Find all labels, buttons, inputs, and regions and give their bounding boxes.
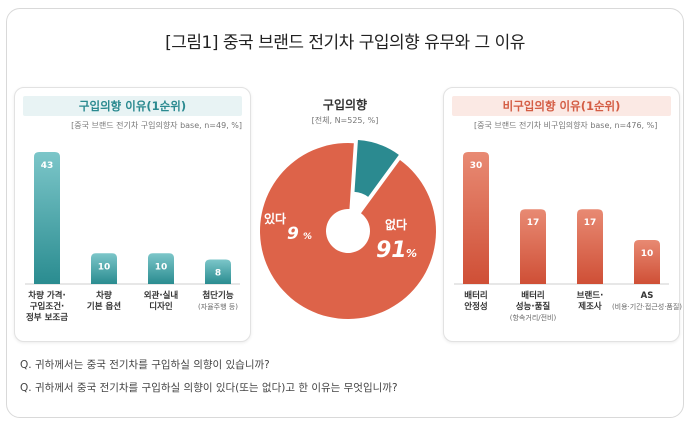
figure-title: [그림1] 중국 브랜드 전기차 구입의향 유무와 그 이유 xyxy=(165,33,525,53)
pie-subtitle: [전체, N=525, %] xyxy=(311,116,379,125)
purchase-reasons-value-label: 10 xyxy=(98,262,111,272)
non-purchase-reasons-subtitle: [중국 브랜드 전기차 비구입의향자 base, n=476, %] xyxy=(474,121,658,130)
question-2: Q. 귀하께서 중국 전기차를 구입하실 의향이 있다(또는 없다)고 한 이유… xyxy=(20,382,398,394)
purchase-reasons-category-label: 정부 보조금 xyxy=(26,312,68,323)
purchase-reasons-bar xyxy=(205,259,231,284)
survey-questions: Q. 귀하께서는 중국 전기차를 구입하실 의향이 있습니까? Q. 귀하께서 … xyxy=(20,357,398,403)
non-purchase-reasons-title: 비구입의향 이유(1순위) xyxy=(452,96,671,116)
purchase-intent-pie: 구입의향 [전체, N=525, %] 있다 9% 없다 91% xyxy=(245,96,445,336)
purchase-reasons-category-label: 차량 xyxy=(96,290,112,301)
pie-label-yes: 있다 xyxy=(264,211,286,226)
non-purchase-reasons-category-note: (비용·기간·접근성·품질) xyxy=(612,302,682,311)
pie-unit-no: % xyxy=(406,247,417,260)
pie-chart: 있다9 % 없다 91% xyxy=(260,140,436,319)
non-purchase-reasons-value-label: 17 xyxy=(527,218,540,228)
purchase-reasons-category-note: (자율주행 등) xyxy=(198,302,238,311)
non-purchase-reasons-category-label: 배터리 xyxy=(464,290,487,301)
pie-unit-yes: % xyxy=(303,232,312,242)
non-purchase-reasons-category-note: (항속거리/전비) xyxy=(510,313,557,322)
purchase-reasons-category-label: 기본 옵션 xyxy=(87,301,121,312)
non-purchase-reasons-bar xyxy=(463,152,489,284)
non-purchase-reasons-bar xyxy=(634,240,660,284)
non-purchase-reasons-value-label: 17 xyxy=(584,218,597,228)
non-purchase-reasons-category-label: 제조사 xyxy=(578,301,602,312)
purchase-reasons-category-label: 첨단기능 xyxy=(202,290,233,301)
pie-slice-yes xyxy=(354,140,399,197)
purchase-reasons-bar xyxy=(91,253,117,284)
purchase-reasons-subtitle: [중국 브랜드 전기차 구입의향자 base, n=49, %] xyxy=(71,121,242,130)
pie-title: 구입의향 xyxy=(322,98,368,112)
non-purchase-reasons-bar xyxy=(520,209,546,284)
pie-slice-no xyxy=(260,143,436,319)
non-purchase-reasons-panel: 비구입의향 이유(1순위) [중국 브랜드 전기차 비구입의향자 base, n… xyxy=(443,87,682,342)
purchase-reasons-title: 구입의향 이유(1순위) xyxy=(23,96,242,116)
question-1: Q. 귀하께서는 중국 전기차를 구입하실 의향이 있습니까? xyxy=(20,359,270,371)
purchase-reasons-category-label: 구입조건· xyxy=(30,301,65,312)
non-purchase-reasons-category-label: 브랜드· xyxy=(577,290,604,301)
purchase-reasons-value-label: 8 xyxy=(215,268,221,278)
purchase-reasons-category-label: 외관·실내 xyxy=(144,290,179,301)
purchase-reasons-bar xyxy=(34,152,60,284)
purchase-reasons-category-label: 디자인 xyxy=(149,301,173,312)
purchase-reasons-bar xyxy=(148,253,174,284)
purchase-reasons-value-label: 10 xyxy=(155,262,168,272)
non-purchase-reasons-bar xyxy=(577,209,603,284)
non-purchase-reasons-category-label: 안정성 xyxy=(464,301,487,312)
non-purchase-reasons-bar-chart: 30배터리안정성17배터리성능·품질(항속거리/전비)17브랜드·제조사10AS… xyxy=(454,152,682,322)
pie-label-no: 없다 xyxy=(385,217,407,232)
non-purchase-reasons-value-label: 10 xyxy=(641,249,654,259)
pie-value-no: 91 xyxy=(376,238,407,263)
purchase-reasons-value-label: 43 xyxy=(41,161,54,171)
purchase-reasons-panel: 구입의향 이유(1순위) [중국 브랜드 전기차 구입의향자 base, n=4… xyxy=(14,87,251,342)
non-purchase-reasons-category-label: AS xyxy=(641,291,654,301)
non-purchase-reasons-value-label: 30 xyxy=(470,161,483,171)
non-purchase-reasons-category-label: 배터리 xyxy=(521,290,544,301)
purchase-reasons-category-label: 차량 가격· xyxy=(28,290,65,301)
non-purchase-reasons-category-label: 성능·품질 xyxy=(516,301,551,312)
pie-value-yes: 9 xyxy=(287,224,299,244)
